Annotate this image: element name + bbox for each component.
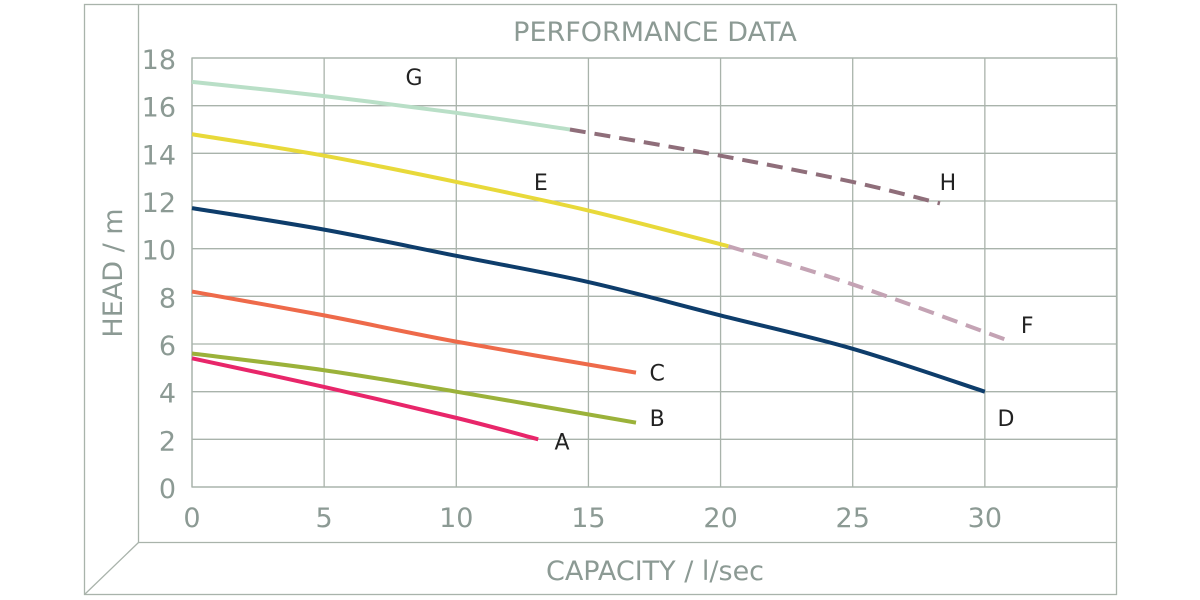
grid xyxy=(191,57,1118,488)
series-line-e xyxy=(191,132,729,249)
y-tick-label: 16 xyxy=(142,93,176,124)
x-tick-label: 5 xyxy=(316,503,333,534)
curve-label-b: B xyxy=(650,407,665,432)
frame-diagonal xyxy=(84,542,139,595)
series xyxy=(191,79,1012,442)
series-line-d xyxy=(191,206,986,394)
y-tick-label: 12 xyxy=(142,188,176,219)
series-line-f xyxy=(727,244,1012,344)
curve-label-e: E xyxy=(534,171,548,196)
x-tick-label: 15 xyxy=(571,503,605,534)
x-tick-label: 20 xyxy=(703,503,737,534)
curve-label-g: G xyxy=(405,66,422,91)
curve-labels: A BC D E F G H xyxy=(405,66,1033,456)
x-tick-label: 25 xyxy=(836,503,870,534)
curve-label-h: H xyxy=(940,171,957,196)
series-line-g xyxy=(191,79,571,132)
x-tick-label: 0 xyxy=(183,503,200,534)
x-tick-label: 10 xyxy=(439,503,473,534)
y-tick-label: 14 xyxy=(142,140,176,171)
series-line-b xyxy=(191,351,637,425)
x-tick-label: 30 xyxy=(968,503,1002,534)
series-line-h xyxy=(569,127,941,206)
y-tick-label: 4 xyxy=(159,379,176,410)
y-axis-label: HEAD / m xyxy=(98,208,129,337)
x-axis-label: CAPACITY / l/sec xyxy=(546,556,764,587)
chart-title: PERFORMANCE DATA xyxy=(513,17,797,48)
series-line-c xyxy=(191,289,637,375)
y-tick-label: 2 xyxy=(159,426,176,457)
tick-labels: 0 5 10 15 20 25 30 0 2 4 6 8 10 12 14 16 18 xyxy=(142,45,1002,534)
curve-label-a: A xyxy=(554,431,569,456)
y-tick-label: 6 xyxy=(159,331,176,362)
y-tick-label: 0 xyxy=(159,474,176,505)
y-tick-label: 10 xyxy=(142,236,176,267)
series-line-a xyxy=(191,356,539,442)
curve-label-c: C xyxy=(649,362,664,387)
y-tick-label: 8 xyxy=(159,283,176,314)
curve-label-d: D xyxy=(998,407,1015,432)
curve-label-f: F xyxy=(1021,314,1034,339)
y-tick-label: 18 xyxy=(142,45,176,76)
